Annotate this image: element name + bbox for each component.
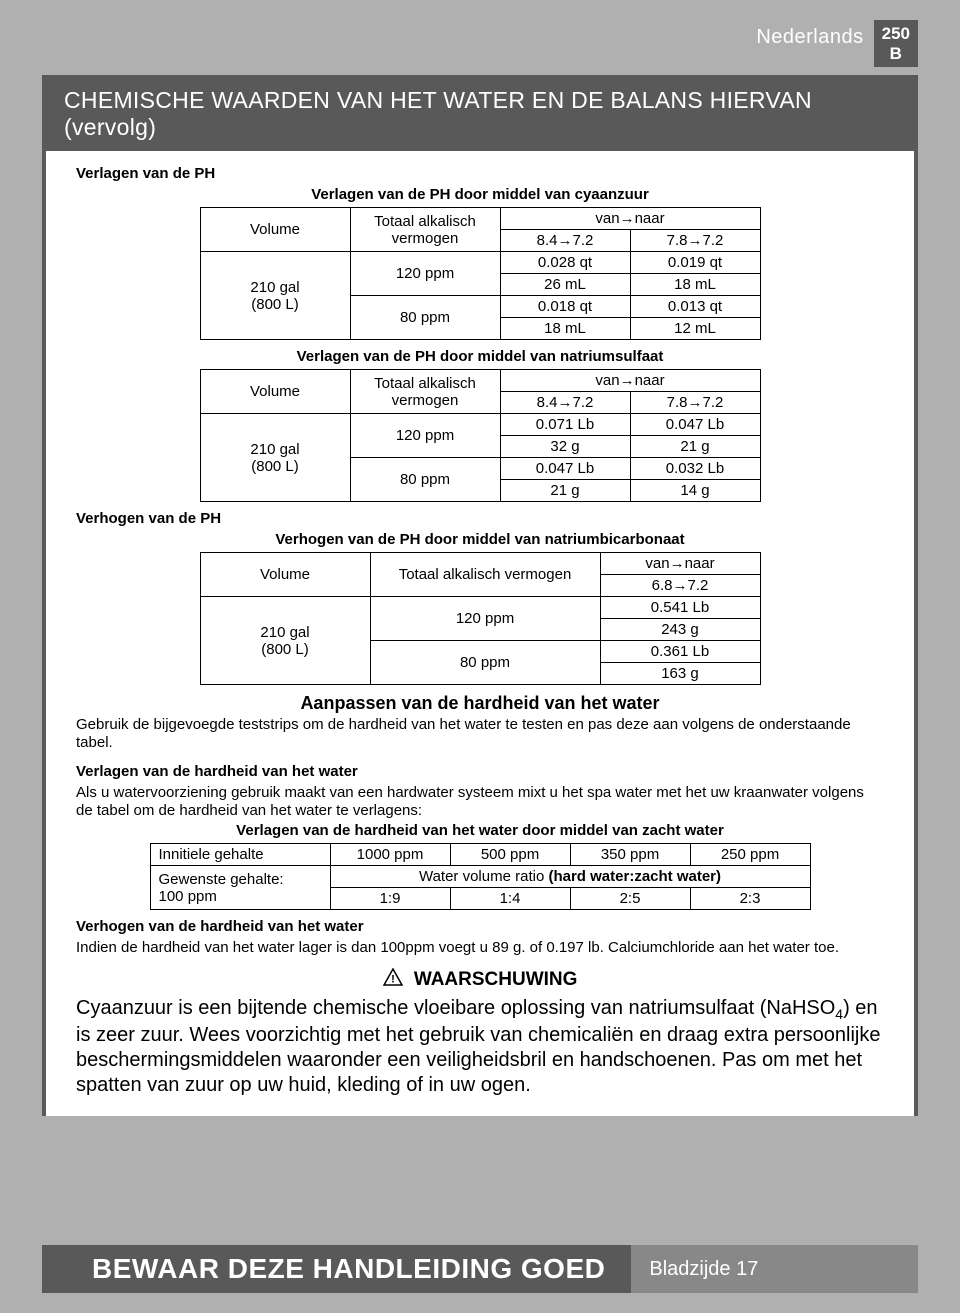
table-lower-ph-sulfate: Volume Totaal alkalisch vermogen van→naa…: [200, 369, 761, 502]
raise-ph-heading: Verhogen van de PH: [76, 510, 884, 527]
cell: 21 g: [500, 480, 630, 502]
cell: 0.019 qt: [630, 252, 760, 274]
badge-bottom: B: [882, 44, 910, 64]
hardness-title: Aanpassen van de hardheid van het water: [76, 693, 884, 714]
range-1: 6.8→7.2: [600, 575, 760, 597]
col-alkali: Totaal alkalisch vermogen: [370, 553, 600, 597]
main-frame: CHEMISCHE WAARDEN VAN HET WATER EN DE BA…: [42, 75, 918, 1116]
volume-cell: 210 gal (800 L): [200, 252, 350, 340]
col-range: van→naar: [500, 370, 760, 392]
cell: 250 ppm: [690, 844, 810, 866]
raise-hardness-heading: Verhogen van de hardheid van het water: [76, 918, 884, 935]
cell: 32 g: [500, 436, 630, 458]
table2-caption: Verlagen van de PH door middel van natri…: [76, 348, 884, 365]
hardness-intro: Gebruik de bijgevoegde teststrips om de …: [76, 716, 884, 753]
range-1: 8.4→7.2: [500, 230, 630, 252]
section-title: CHEMISCHE WAARDEN VAN HET WATER EN DE BA…: [46, 79, 914, 151]
ppm-120: 120 ppm: [370, 597, 600, 641]
col-range: van→naar: [500, 208, 760, 230]
cell: 0.047 Lb: [630, 414, 760, 436]
cell: 0.047 Lb: [500, 458, 630, 480]
volume-cell: 210 gal (800 L): [200, 414, 350, 502]
cell: 12 mL: [630, 318, 760, 340]
col-alkali: Totaal alkalisch vermogen: [350, 208, 500, 252]
cell: 18 mL: [630, 274, 760, 296]
code-badge: 250 B: [874, 20, 918, 67]
cell: 1:9: [330, 888, 450, 910]
cell: 243 g: [600, 619, 760, 641]
cell: 26 mL: [500, 274, 630, 296]
table3-caption: Verhogen van de PH door middel van natri…: [76, 531, 884, 548]
svg-text:!: !: [391, 973, 395, 985]
col-volume: Volume: [200, 370, 350, 414]
content-area: Verlagen van de PH Verlagen van de PH do…: [46, 151, 914, 1104]
col-volume: Volume: [200, 553, 370, 597]
lower-ph-heading: Verlagen van de PH: [76, 165, 884, 182]
volume-cell: 210 gal (800 L): [200, 597, 370, 685]
cell: 0.071 Lb: [500, 414, 630, 436]
warning-body: Cyaanzuur is een bijtende chemische vloe…: [76, 996, 884, 1099]
cell: 0.028 qt: [500, 252, 630, 274]
ppm-80: 80 ppm: [350, 296, 500, 340]
cell: 500 ppm: [450, 844, 570, 866]
footer-page: Bladzijde 17: [631, 1245, 918, 1293]
col-volume: Volume: [200, 208, 350, 252]
range-2: 7.8→7.2: [630, 230, 760, 252]
cell: 0.018 qt: [500, 296, 630, 318]
warning-icon: !: [383, 968, 403, 992]
warning-title: WAARSCHUWING: [414, 969, 578, 990]
table-lower-hardness: Innitiele gehalte 1000 ppm 500 ppm 350 p…: [150, 843, 811, 910]
ppm-80: 80 ppm: [370, 641, 600, 685]
range-1: 8.4→7.2: [500, 392, 630, 414]
desired-label: Gewenste gehalte: 100 ppm: [150, 866, 330, 910]
table-lower-ph-cyanuric: Volume Totaal alkalisch vermogen van→naa…: [200, 207, 761, 340]
badge-top: 250: [882, 24, 910, 44]
cell: 1000 ppm: [330, 844, 450, 866]
cell: 0.541 Lb: [600, 597, 760, 619]
ppm-120: 120 ppm: [350, 414, 500, 458]
table1-caption: Verlagen van de PH door middel van cyaan…: [76, 186, 884, 203]
footer-bar: BEWAAR DEZE HANDLEIDING GOED Bladzijde 1…: [42, 1245, 918, 1293]
cell: 2:3: [690, 888, 810, 910]
table4-caption: Verlagen van de hardheid van het water d…: [76, 822, 884, 839]
warning-header: ! WAARSCHUWING: [76, 968, 884, 992]
table-raise-ph: Volume Totaal alkalisch vermogen van→naa…: [200, 552, 761, 685]
cell: 0.013 qt: [630, 296, 760, 318]
ppm-80: 80 ppm: [350, 458, 500, 502]
initial-label: Innitiele gehalte: [150, 844, 330, 866]
raise-hardness-text: Indien de hardheid van het water lager i…: [76, 939, 884, 957]
lower-hardness-text: Als u watervoorziening gebruik maakt van…: [76, 784, 884, 821]
footer-instruction: BEWAAR DEZE HANDLEIDING GOED: [42, 1245, 631, 1293]
language-label: Nederlands: [756, 20, 863, 49]
cell: 21 g: [630, 436, 760, 458]
col-alkali: Totaal alkalisch vermogen: [350, 370, 500, 414]
cell: 2:5: [570, 888, 690, 910]
cell: 18 mL: [500, 318, 630, 340]
ppm-120: 120 ppm: [350, 252, 500, 296]
cell: 0.361 Lb: [600, 641, 760, 663]
col-range: van→naar: [600, 553, 760, 575]
cell: 14 g: [630, 480, 760, 502]
lower-hardness-heading: Verlagen van de hardheid van het water: [76, 763, 884, 780]
ratio-header: Water volume ratio (hard water:zacht wat…: [330, 866, 810, 888]
cell: 0.032 Lb: [630, 458, 760, 480]
range-2: 7.8→7.2: [630, 392, 760, 414]
cell: 163 g: [600, 663, 760, 685]
cell: 1:4: [450, 888, 570, 910]
cell: 350 ppm: [570, 844, 690, 866]
page-header: Nederlands 250 B: [42, 20, 918, 67]
